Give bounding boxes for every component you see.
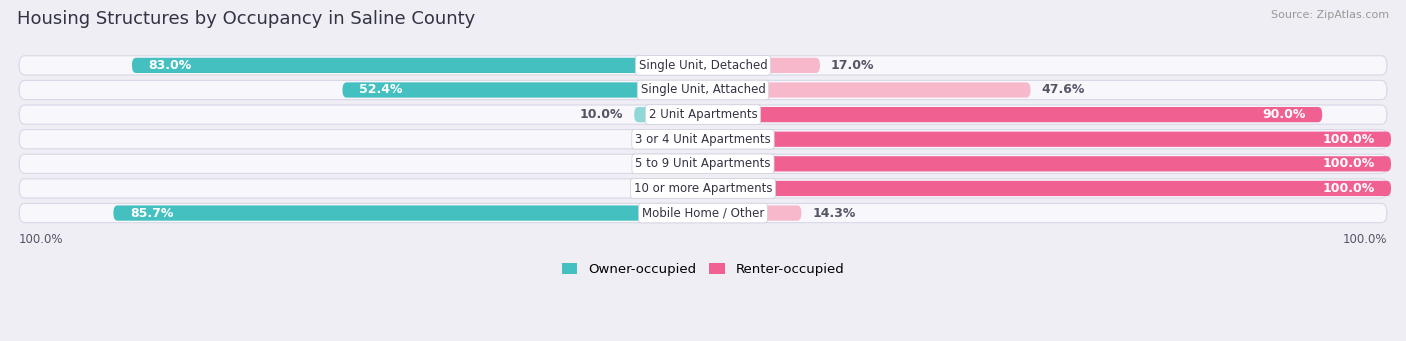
FancyBboxPatch shape <box>703 132 1391 147</box>
FancyBboxPatch shape <box>20 80 1386 100</box>
Text: 90.0%: 90.0% <box>1263 108 1306 121</box>
FancyBboxPatch shape <box>703 107 1322 122</box>
Text: 52.4%: 52.4% <box>359 84 402 97</box>
Text: 0.0%: 0.0% <box>654 133 689 146</box>
Text: 100.0%: 100.0% <box>1322 133 1375 146</box>
FancyBboxPatch shape <box>20 130 1386 149</box>
Text: Single Unit, Detached: Single Unit, Detached <box>638 59 768 72</box>
Text: 14.3%: 14.3% <box>813 207 856 220</box>
Text: 83.0%: 83.0% <box>149 59 191 72</box>
Text: 17.0%: 17.0% <box>831 59 875 72</box>
Text: 47.6%: 47.6% <box>1042 84 1085 97</box>
FancyBboxPatch shape <box>703 205 801 221</box>
Text: Single Unit, Attached: Single Unit, Attached <box>641 84 765 97</box>
Text: 0.0%: 0.0% <box>654 157 689 170</box>
Text: Housing Structures by Occupancy in Saline County: Housing Structures by Occupancy in Salin… <box>17 10 475 28</box>
FancyBboxPatch shape <box>20 179 1386 198</box>
Text: Mobile Home / Other: Mobile Home / Other <box>641 207 765 220</box>
Text: 10.0%: 10.0% <box>579 108 623 121</box>
FancyBboxPatch shape <box>20 154 1386 174</box>
Text: 5 to 9 Unit Apartments: 5 to 9 Unit Apartments <box>636 157 770 170</box>
FancyBboxPatch shape <box>634 107 703 122</box>
Legend: Owner-occupied, Renter-occupied: Owner-occupied, Renter-occupied <box>557 258 849 282</box>
FancyBboxPatch shape <box>703 83 1031 98</box>
Text: 100.0%: 100.0% <box>1343 233 1386 246</box>
FancyBboxPatch shape <box>20 56 1386 75</box>
Text: 3 or 4 Unit Apartments: 3 or 4 Unit Apartments <box>636 133 770 146</box>
Text: 100.0%: 100.0% <box>1322 157 1375 170</box>
Text: 85.7%: 85.7% <box>129 207 173 220</box>
Text: Source: ZipAtlas.com: Source: ZipAtlas.com <box>1271 10 1389 20</box>
Text: 10 or more Apartments: 10 or more Apartments <box>634 182 772 195</box>
FancyBboxPatch shape <box>132 58 703 73</box>
FancyBboxPatch shape <box>703 181 1391 196</box>
FancyBboxPatch shape <box>343 83 703 98</box>
Text: 0.0%: 0.0% <box>654 182 689 195</box>
Text: 100.0%: 100.0% <box>20 233 63 246</box>
FancyBboxPatch shape <box>703 156 1391 172</box>
FancyBboxPatch shape <box>114 205 703 221</box>
FancyBboxPatch shape <box>703 58 820 73</box>
FancyBboxPatch shape <box>20 204 1386 223</box>
Text: 2 Unit Apartments: 2 Unit Apartments <box>648 108 758 121</box>
FancyBboxPatch shape <box>20 105 1386 124</box>
Text: 100.0%: 100.0% <box>1322 182 1375 195</box>
